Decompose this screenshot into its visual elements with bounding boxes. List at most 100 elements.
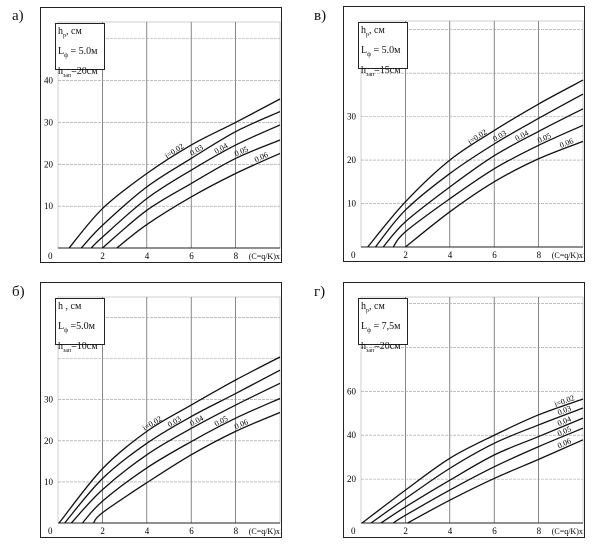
legend-line: h , см	[58, 299, 104, 319]
x-tick-label: 8	[234, 526, 239, 536]
series-line-0.04	[90, 124, 281, 249]
series-line-0.02	[367, 79, 584, 248]
x-tick-label: 8	[537, 250, 542, 260]
series-line-0.06	[407, 439, 584, 524]
x-axis-label-text: (C=q/K)x10	[552, 251, 584, 260]
x-tick-label: 0	[48, 526, 53, 536]
x-tick-label: 0	[351, 250, 356, 260]
legend-main: h	[361, 341, 366, 352]
series-line-0.03	[370, 407, 584, 524]
legend-line: hзап=20см	[361, 339, 407, 359]
x-tick-label: 4	[448, 526, 453, 536]
series-label: 0.03	[166, 414, 183, 429]
x-tick-label: 4	[448, 250, 453, 260]
series-line-0.05	[81, 397, 281, 524]
legend-rest: = 7,5м	[371, 321, 401, 332]
legend-rest: , см	[369, 25, 385, 36]
x-tick-label: 6	[492, 250, 497, 260]
legend-line: hр, см	[361, 23, 407, 43]
series-line-0.02	[58, 356, 281, 524]
legend-box: hр, см Lф = 7,5м hзап=20см	[358, 298, 408, 354]
legend-rest: =20см	[374, 341, 401, 352]
y-tick-label: 30	[44, 117, 54, 127]
x-axis-label-text: (C=q/K)x10	[552, 527, 584, 536]
legend-box: h , см Lф =5.0м h зап=10см	[55, 298, 105, 354]
series-line-0.02	[68, 98, 281, 249]
y-tick-label: 60	[347, 386, 357, 396]
series-line-0.05	[392, 427, 584, 524]
x-axis-label: (C=q/K)x10-3	[249, 527, 281, 536]
legend-line: hр, см	[58, 24, 104, 44]
legend-box: hр, см Lф = 5.0м hзап=15см	[358, 22, 408, 78]
legend-line: Lф = 5.0м	[361, 43, 407, 63]
series-line-0.03	[374, 93, 584, 248]
series-line-0.04	[380, 417, 584, 524]
legend-sub: ф	[367, 52, 371, 58]
series-line-0.03	[80, 110, 281, 249]
x-tick-label: 4	[145, 251, 150, 261]
chart-svg: 0246810203040(C=q/K)x10-3i=0.020.030.040…	[44, 21, 281, 261]
x-tick-label: 8	[234, 251, 239, 261]
panel-label-b: б)	[12, 284, 25, 300]
series-line-0.03	[64, 369, 281, 524]
legend-rest: = 5.0м	[68, 46, 98, 57]
x-tick-label: 0	[351, 526, 356, 536]
legend-rest: , см	[66, 26, 82, 37]
chart-svg: 02468204060(C=q/K)x10-3i=0.020.030.040.0…	[347, 296, 584, 536]
series-label: 0.06	[253, 150, 269, 164]
legend-main: h	[361, 301, 366, 312]
series-label: i=0.02	[163, 142, 185, 161]
chart-panel-b: 02468102030(C=q/K)x10-3i=0.020.030.040.0…	[40, 282, 282, 538]
series-label: 0.06	[558, 136, 574, 149]
chart-svg: 02468102030(C=q/K)x10-3i=0.020.030.040.0…	[347, 20, 584, 260]
legend-rest: = 5.0м	[371, 45, 401, 56]
series-line-0.05	[101, 139, 281, 249]
legend-main: h	[58, 66, 63, 77]
legend-main: L	[361, 321, 368, 332]
legend-line: Lф = 5.0м	[58, 44, 104, 64]
x-tick-label: 0	[48, 251, 53, 261]
legend-main: h	[58, 301, 63, 312]
y-tick-label: 40	[44, 76, 54, 86]
chart-svg: 02468102030(C=q/K)x10-3i=0.020.030.040.0…	[44, 296, 281, 536]
legend-rest: =10см	[71, 341, 98, 352]
legend-main: L	[58, 46, 65, 57]
x-tick-label: 6	[492, 526, 497, 536]
x-tick-label: 2	[100, 526, 105, 536]
panel-label-g: г)	[314, 284, 326, 300]
legend-line: Lф = 7,5м	[361, 319, 407, 339]
y-tick-label: 20	[44, 436, 54, 446]
y-tick-label: 40	[347, 430, 357, 440]
x-tick-label: 6	[189, 526, 194, 536]
panel-label-a: а)	[12, 8, 24, 24]
x-tick-label: 4	[145, 526, 150, 536]
y-tick-label: 10	[44, 477, 54, 487]
legend-rest: , см	[369, 301, 385, 312]
x-axis-label-text: (C=q/K)x10	[249, 252, 281, 261]
x-axis-label: (C=q/K)x10-3	[552, 527, 584, 536]
legend-rest: =5.0м	[68, 321, 95, 332]
legend-line: hзап=20см	[58, 64, 104, 84]
legend-sub: зап	[366, 72, 375, 78]
legend-sub: ф	[64, 53, 68, 59]
y-tick-label: 20	[347, 155, 357, 165]
legend-main: h	[58, 26, 63, 37]
series-line-0.04	[70, 382, 281, 524]
legend-rest: =15см	[374, 65, 401, 76]
legend-main: L	[361, 45, 368, 56]
legend-line: Lф =5.0м	[58, 319, 104, 339]
legend-main: h	[361, 25, 366, 36]
legend-sub: р	[366, 308, 369, 314]
series-label: i=0.02	[466, 127, 488, 146]
series-line-0.06	[116, 152, 281, 249]
legend-box: hр, см Lф = 5.0м hзап=20см	[55, 23, 105, 79]
legend-main: h	[361, 65, 366, 76]
x-axis-label: (C=q/K)x10-3	[249, 252, 281, 261]
legend-sub: зап	[63, 348, 72, 354]
y-tick-label: 30	[347, 112, 357, 122]
series-label: i=0.02	[141, 414, 163, 432]
legend-line: hзап=10см	[58, 339, 104, 359]
x-tick-label: 8	[537, 526, 542, 536]
legend-rest: , см	[63, 301, 82, 312]
legend-sub: ф	[367, 328, 371, 334]
